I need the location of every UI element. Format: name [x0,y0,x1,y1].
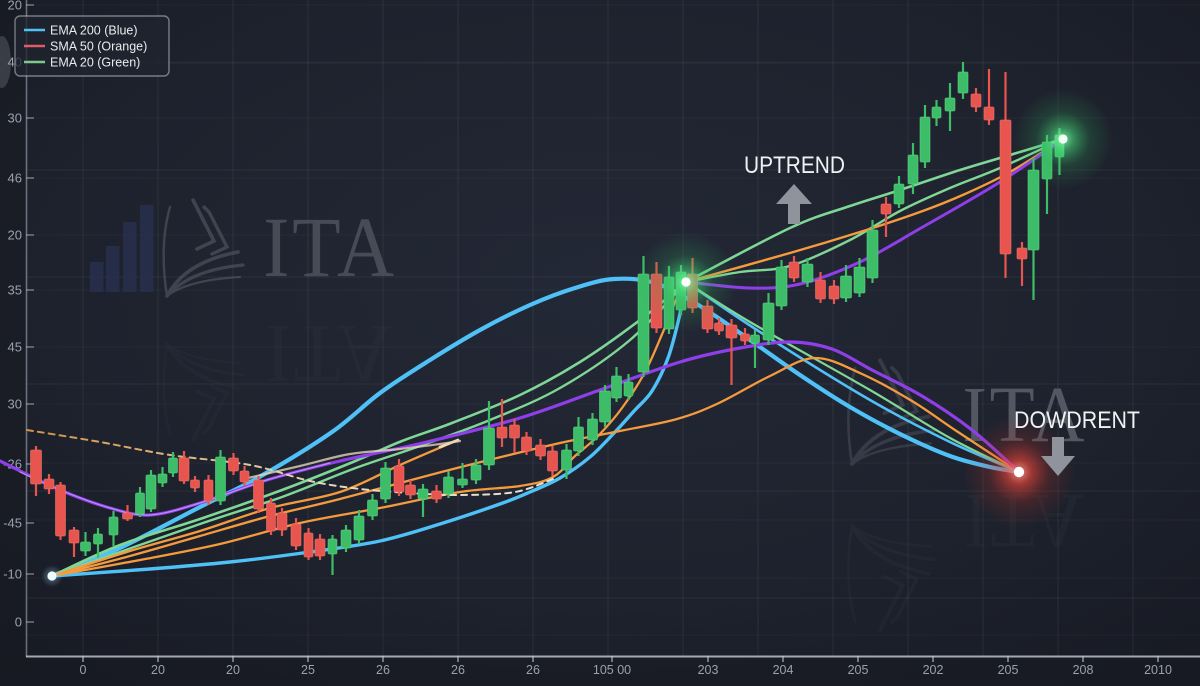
svg-text:208: 208 [1073,663,1094,677]
svg-text:203: 203 [698,663,719,677]
svg-text:30: 30 [8,111,22,126]
svg-text:ITA: ITA [265,307,396,400]
svg-text:20: 20 [8,0,22,13]
svg-text:UPTREND: UPTREND [744,152,845,179]
svg-text:EMA 200 (Blue): EMA 200 (Blue) [50,24,138,38]
svg-text:-26: -26 [3,457,22,472]
svg-text:26: 26 [526,663,540,677]
svg-text:20: 20 [151,663,165,677]
svg-text:26: 26 [451,663,465,677]
svg-text:202: 202 [923,663,944,677]
svg-text:EMA 20 (Green): EMA 20 (Green) [50,56,140,70]
svg-text:35: 35 [8,283,22,298]
svg-text:25: 25 [301,663,315,677]
svg-text:105 00: 105 00 [593,663,631,677]
svg-text:46: 46 [8,171,22,186]
svg-text:-45: -45 [3,516,22,531]
svg-text:205: 205 [848,663,869,677]
svg-text:DOWDRENT: DOWDRENT [1014,407,1140,434]
svg-text:205: 205 [998,663,1019,677]
svg-text:SMA 50 (Orange): SMA 50 (Orange) [50,40,147,54]
svg-text:0: 0 [15,615,22,630]
svg-text:ITA: ITA [263,199,397,295]
svg-text:0: 0 [80,663,87,677]
svg-text:-10: -10 [3,567,22,582]
svg-text:2010: 2010 [1144,663,1172,677]
svg-text:45: 45 [8,340,22,355]
svg-text:30: 30 [8,397,22,412]
svg-text:20: 20 [8,228,22,243]
svg-text:26: 26 [376,663,390,677]
svg-text:20: 20 [226,663,240,677]
svg-text:204: 204 [773,663,794,677]
